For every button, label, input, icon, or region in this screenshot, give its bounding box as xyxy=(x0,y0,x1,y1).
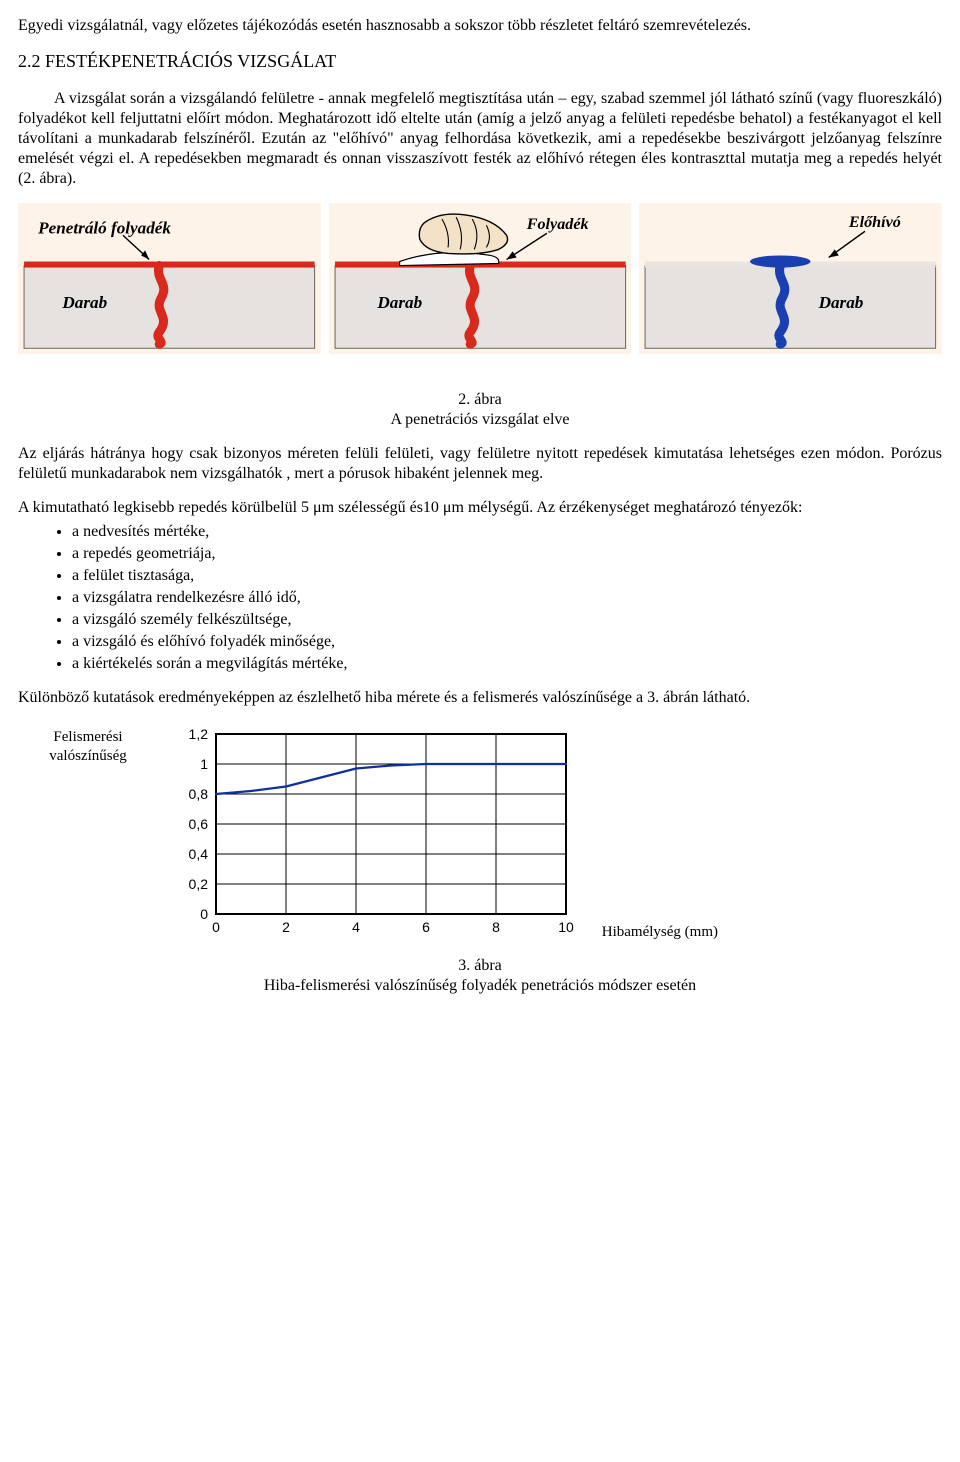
svg-text:6: 6 xyxy=(422,919,430,935)
svg-text:1: 1 xyxy=(200,756,208,772)
probability-chart-block: Felismerési valószínűség 0 0,2 0,4 0,6 0,8 1 1… xyxy=(18,722,942,948)
factors-list-item: a vizsgáló és előhívó folyadék minősége, xyxy=(72,632,942,652)
body-paragraph-1: A vizsgálat során a vizsgálandó felületr… xyxy=(18,89,942,189)
figure-3-number: 3. ábra xyxy=(458,957,502,974)
factors-list-item: a felület tisztasága, xyxy=(72,566,942,586)
figure-2-number: 2. ábra xyxy=(458,391,502,408)
body-paragraph-4: Különböző kutatások eredményeképpen az é… xyxy=(18,688,942,708)
chart-holder: 00,20,40,60,811,20246810 Hibamélység (mm… xyxy=(158,722,578,948)
diagram-pane-1: Darab Penetráló folyadék xyxy=(18,203,321,354)
svg-text:Darab: Darab xyxy=(61,292,107,311)
factors-list-item: a repedés geometriája, xyxy=(72,544,942,564)
diagram-pane-3: Darab Előhívó xyxy=(639,203,942,354)
svg-text:4: 4 xyxy=(352,919,360,935)
section-heading: 2.2 FESTÉKPENETRÁCIÓS VIZSGÁLAT xyxy=(18,50,942,73)
svg-text:0,2: 0,2 xyxy=(189,876,209,892)
factors-list-item: a nedvesítés mértéke, xyxy=(72,522,942,542)
chart-x-axis-label: Hibamélység (mm) xyxy=(602,923,718,942)
body-paragraph-3-lead: A kimutatható legkisebb repedés körülbel… xyxy=(18,498,942,518)
chart-y-axis-label: Felismerési valószínűség xyxy=(18,722,158,766)
svg-text:0,4: 0,4 xyxy=(189,846,209,862)
body-paragraph-2: Az eljárás hátránya hogy csak bizonyos m… xyxy=(18,444,942,484)
figure-3-caption: 3. ábra Hiba-felismerési valószínűség fo… xyxy=(18,956,942,996)
diagram-pane-2: Darab Folyadék xyxy=(329,203,632,354)
diagram-pane-2-svg: Darab Folyadék xyxy=(329,203,632,354)
svg-text:1,2: 1,2 xyxy=(189,726,209,742)
svg-text:0: 0 xyxy=(212,919,220,935)
intro-paragraph: Egyedi vizsgálatnál, vagy előzetes tájék… xyxy=(18,16,942,36)
svg-text:Darab: Darab xyxy=(818,292,864,311)
figure-3-title: Hiba-felismerési valószínűség folyadék p… xyxy=(264,977,696,994)
figure-2-caption: 2. ábra A penetrációs vizsgálat elve xyxy=(18,390,942,430)
svg-text:8: 8 xyxy=(492,919,500,935)
factors-list: a nedvesítés mértéke,a repedés geometriá… xyxy=(18,522,942,674)
svg-text:10: 10 xyxy=(558,919,574,935)
svg-text:Előhívó: Előhívó xyxy=(848,214,901,231)
diagram-pane-1-svg: Darab Penetráló folyadék xyxy=(18,203,321,354)
svg-text:2: 2 xyxy=(282,919,290,935)
svg-text:0: 0 xyxy=(200,906,208,922)
factors-list-item: a vizsgáló személy felkészültsége, xyxy=(72,610,942,630)
figure-2-title: A penetrációs vizsgálat elve xyxy=(390,411,569,428)
chart-ylabel-line2: valószínűség xyxy=(49,748,126,764)
chart-ylabel-line1: Felismerési xyxy=(53,729,122,745)
penetration-diagram: Darab Penetráló folyadék Darab Folyadék Da… xyxy=(18,203,942,354)
probability-chart: 0 0,2 0,4 0,6 0,8 1 1,2 0 2 4 6 8 10 xyxy=(158,722,578,942)
svg-text:0,8: 0,8 xyxy=(189,786,209,802)
svg-text:0,6: 0,6 xyxy=(189,816,209,832)
diagram-pane-3-svg: Darab Előhívó xyxy=(639,203,942,354)
svg-text:Darab: Darab xyxy=(376,292,422,311)
svg-text:Folyadék: Folyadék xyxy=(525,216,588,233)
svg-text:Penetráló folyadék: Penetráló folyadék xyxy=(37,218,171,237)
factors-list-item: a kiértékelés során a megvilágítás mérté… xyxy=(72,654,942,674)
factors-list-item: a vizsgálatra rendelkezésre álló idő, xyxy=(72,588,942,608)
